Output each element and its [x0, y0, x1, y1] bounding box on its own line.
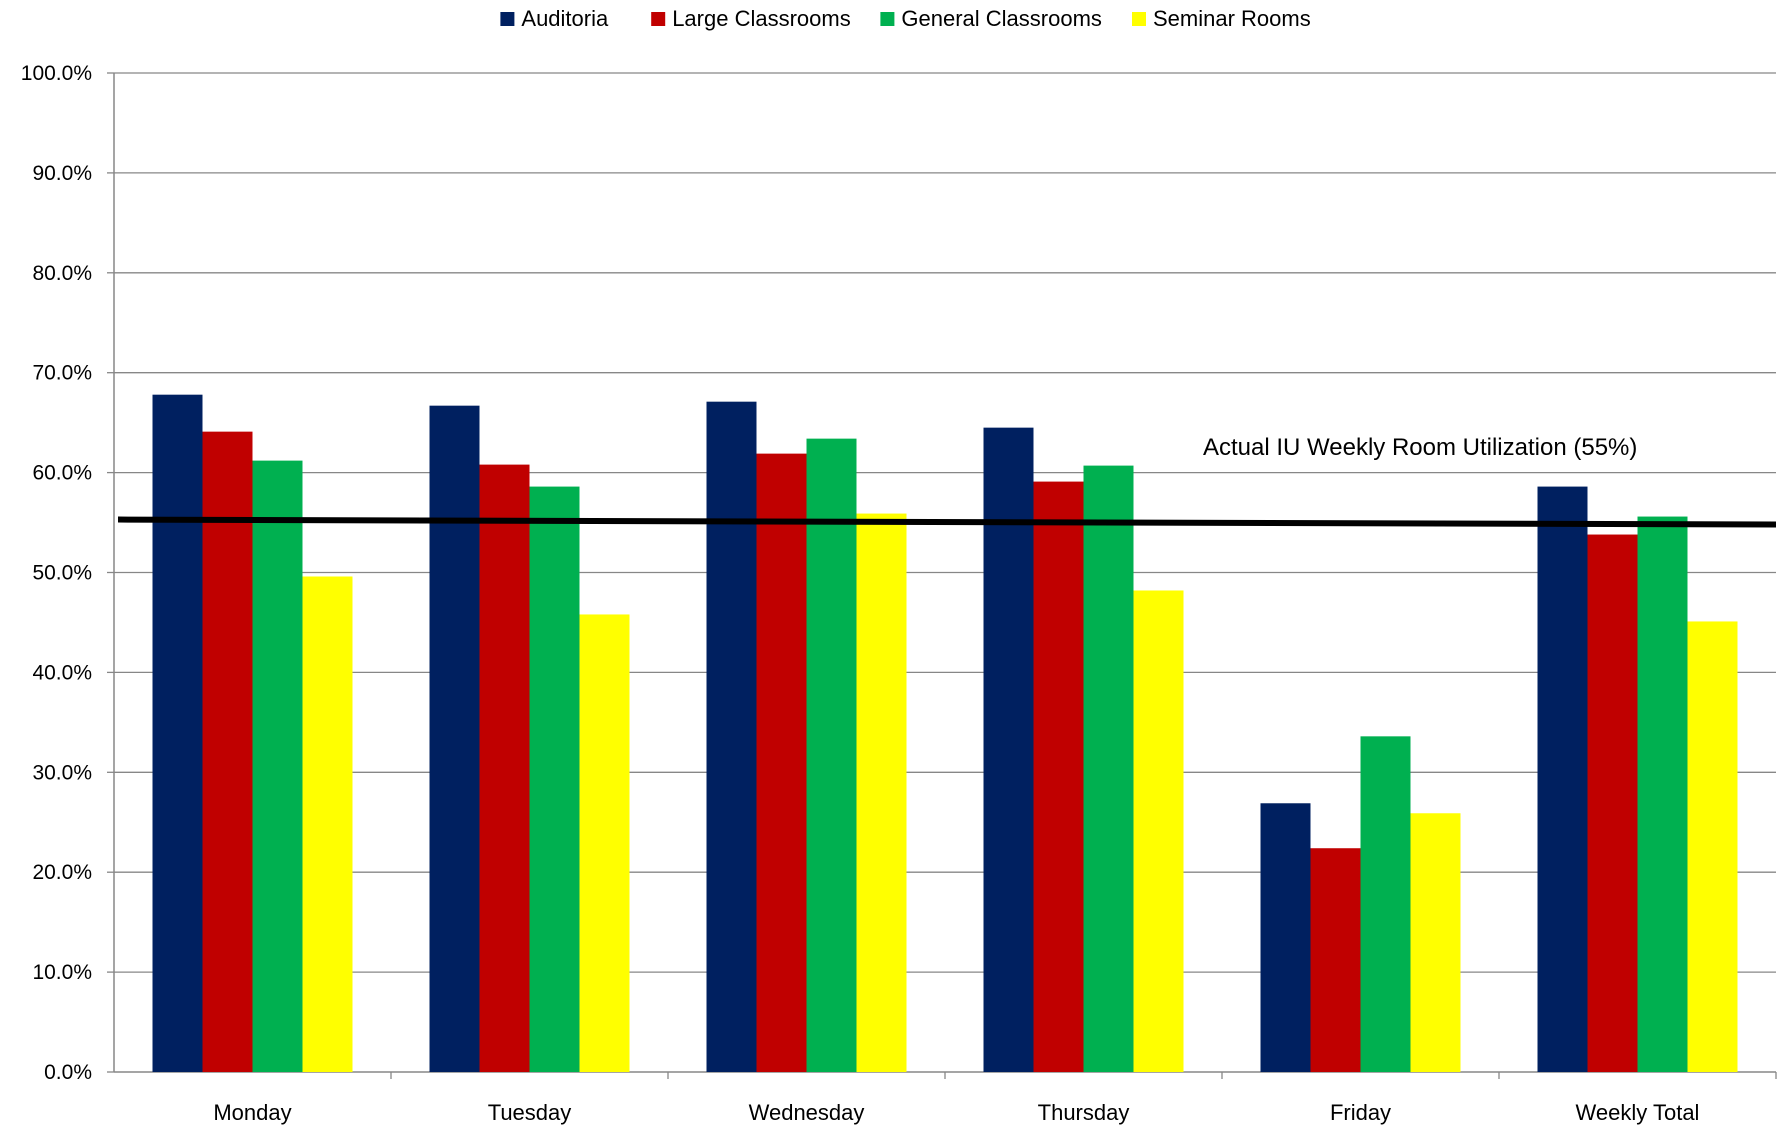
x-tick-label: Thursday: [1038, 1100, 1130, 1125]
bar-seminar-rooms: [579, 614, 630, 1072]
y-tick-label: 10.0%: [32, 961, 92, 984]
legend-swatch: [651, 12, 666, 26]
y-tick-label: 20.0%: [32, 861, 92, 884]
bar-auditoria: [152, 394, 203, 1073]
bar-general-classrooms: [1360, 736, 1411, 1072]
bar-seminar-rooms: [302, 576, 353, 1072]
bar-seminar-rooms: [856, 513, 907, 1072]
legend-swatch: [1132, 12, 1146, 26]
legend: Auditoria Large Classrooms General Classro…: [500, 6, 1311, 31]
legend-swatch: [500, 12, 515, 26]
bar-auditoria: [706, 401, 757, 1072]
reference-line: [117, 516, 1777, 528]
y-tick-label: 0.0%: [44, 1061, 92, 1084]
y-tick-label: 30.0%: [32, 761, 92, 784]
bar-large-classrooms: [1033, 481, 1084, 1072]
bar-large-classrooms: [479, 464, 530, 1072]
bar-seminar-rooms: [1410, 813, 1461, 1072]
bar-general-classrooms: [1083, 465, 1134, 1072]
bar-general-classrooms: [252, 460, 303, 1072]
bar-auditoria: [983, 427, 1034, 1072]
bar-auditoria: [1260, 803, 1311, 1072]
axes: [107, 72, 1777, 1079]
y-tick-label: 40.0%: [32, 661, 92, 684]
bar-auditoria: [429, 405, 480, 1072]
x-tick-label: Tuesday: [488, 1100, 572, 1125]
x-tick-label: Friday: [1330, 1100, 1391, 1125]
bar-seminar-rooms: [1687, 621, 1738, 1072]
bar-general-classrooms: [529, 486, 580, 1072]
reference-line-group: Actual IU Weekly Room Utilization (55%): [117, 434, 1777, 528]
bars: [152, 394, 1738, 1073]
gridlines: [114, 72, 1776, 973]
legend-label: Large Classrooms: [672, 6, 851, 31]
bar-large-classrooms: [1587, 534, 1638, 1072]
bar-large-classrooms: [756, 453, 807, 1072]
legend-label: Auditoria: [521, 6, 609, 31]
x-tick-label: Monday: [213, 1100, 291, 1125]
x-tick-label: Weekly Total: [1576, 1100, 1700, 1125]
bar-general-classrooms: [806, 438, 857, 1072]
bar-general-classrooms: [1637, 516, 1688, 1072]
y-tick-label: 50.0%: [32, 562, 92, 585]
reference-line-label: Actual IU Weekly Room Utilization (55%): [1203, 434, 1637, 461]
axis-labels: 0.0% 10.0% 20.0% 30.0% 40.0% 50.0% 60.0% 70.0% 8…: [21, 62, 1700, 1125]
y-tick-label: 70.0%: [32, 362, 92, 385]
y-tick-label: 80.0%: [32, 262, 92, 285]
bar-large-classrooms: [202, 431, 253, 1072]
y-tick-label: 90.0%: [32, 162, 92, 185]
legend-label: Seminar Rooms: [1153, 6, 1311, 31]
y-tick-label: 60.0%: [32, 462, 92, 485]
legend-label: General Classrooms: [901, 6, 1102, 31]
legend-swatch: [880, 12, 895, 26]
x-tick-label: Wednesday: [749, 1100, 865, 1125]
y-tick-label: 100.0%: [21, 62, 92, 85]
bar-large-classrooms: [1310, 848, 1361, 1072]
bar-auditoria: [1537, 486, 1588, 1072]
bar-seminar-rooms: [1133, 590, 1184, 1072]
